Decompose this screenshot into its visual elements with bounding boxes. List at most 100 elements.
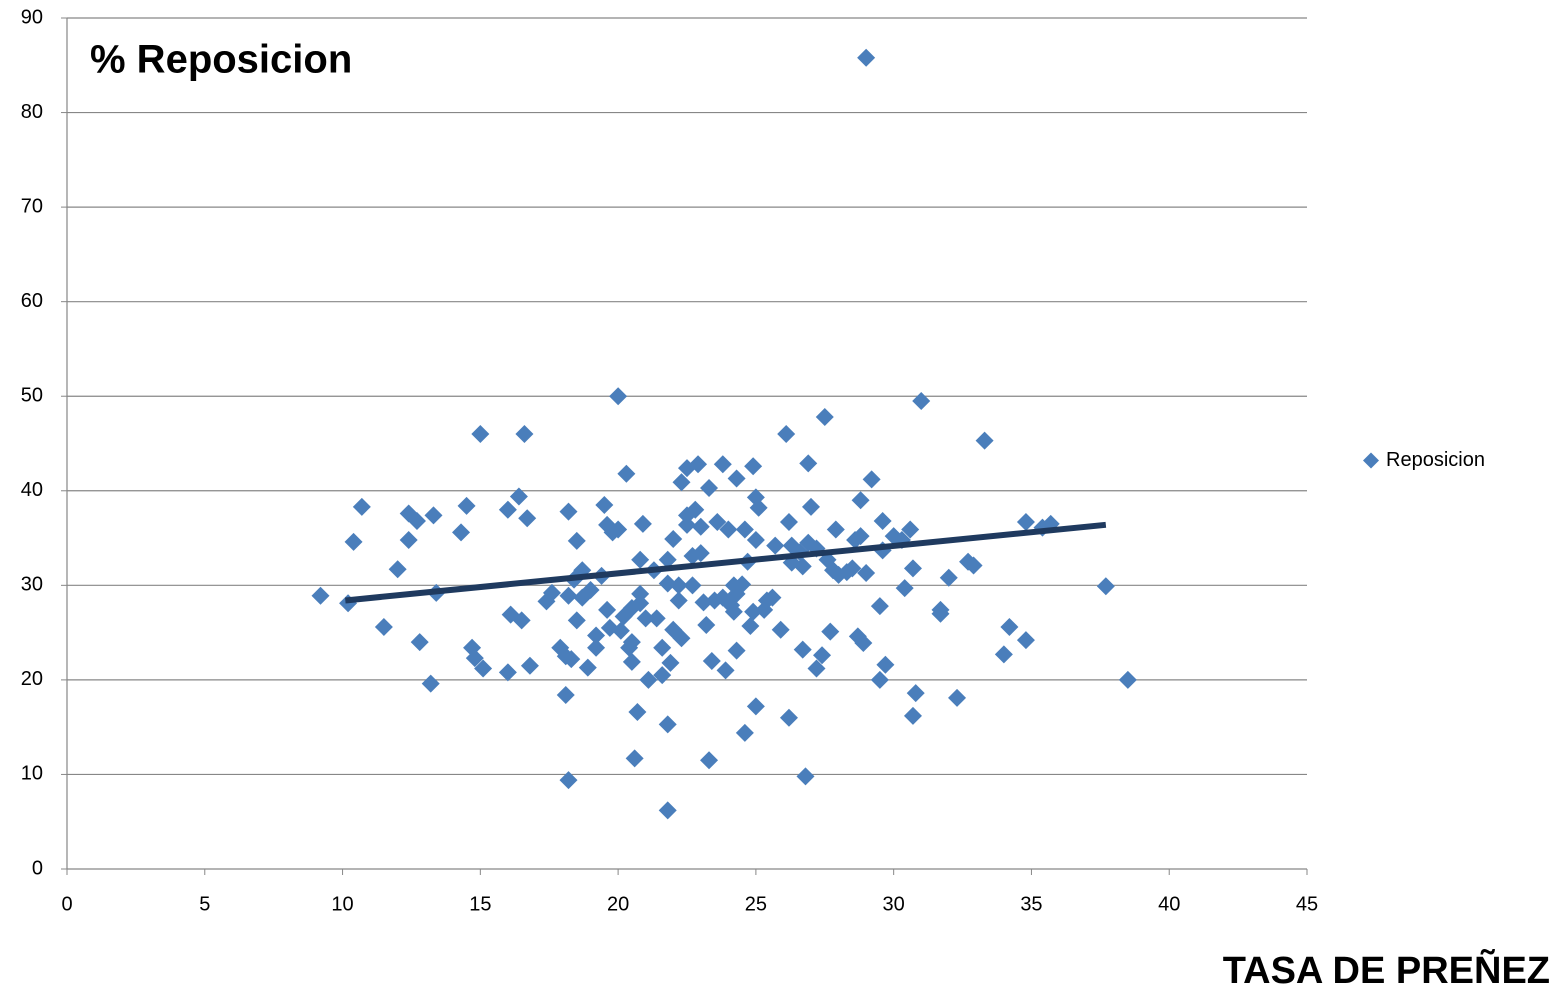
x-tick-label: 5: [199, 893, 210, 915]
data-point: [567, 531, 586, 550]
data-point: [617, 464, 636, 483]
data-point: [633, 514, 652, 533]
data-point: [639, 670, 658, 689]
data-point: [1118, 670, 1137, 689]
chart-title: % Reposicion: [90, 38, 352, 82]
data-point: [802, 497, 820, 516]
y-tick-label: 50: [21, 385, 43, 407]
data-point: [587, 626, 606, 645]
data-point: [352, 497, 371, 516]
data-point: [631, 584, 650, 603]
data-point: [749, 498, 768, 517]
legend-marker: [1363, 452, 1379, 469]
data-point: [719, 520, 738, 539]
data-point: [873, 512, 892, 531]
data-point: [672, 473, 691, 492]
x-axis-label: TASA DE PREÑEZ: [1223, 948, 1550, 992]
data-point: [994, 645, 1013, 664]
data-point: [796, 767, 815, 786]
data-point: [771, 620, 790, 639]
y-tick-label: 70: [21, 195, 43, 217]
data-point: [702, 651, 721, 670]
data-point: [501, 605, 520, 624]
data-point: [700, 751, 719, 770]
data-point: [815, 408, 834, 427]
data-point: [851, 491, 870, 510]
data-point: [542, 583, 561, 602]
data-point: [664, 530, 683, 549]
data-point: [903, 559, 922, 578]
data-point: [647, 609, 666, 628]
data-point: [713, 455, 732, 474]
data-point: [870, 597, 889, 616]
data-point: [724, 602, 743, 621]
data-point: [669, 576, 688, 595]
data-point: [744, 602, 763, 621]
data-point: [598, 600, 617, 619]
data-point: [388, 560, 407, 579]
data-point: [727, 641, 746, 660]
data-point: [658, 550, 677, 569]
y-tick-label: 10: [21, 763, 43, 785]
data-point: [1096, 577, 1115, 596]
data-point: [311, 586, 330, 605]
data-point: [694, 593, 713, 612]
data-point: [452, 523, 471, 542]
data-point: [471, 425, 490, 444]
data-point: [625, 749, 644, 768]
y-tick-label: 90: [21, 6, 43, 28]
data-point: [1000, 617, 1019, 636]
data-point: [578, 658, 597, 677]
data-point: [498, 663, 517, 682]
data-point: [609, 387, 628, 406]
data-point: [509, 487, 528, 506]
data-point: [678, 515, 696, 534]
data-point: [556, 686, 575, 705]
data-point: [658, 801, 677, 820]
data-point: [424, 506, 443, 525]
data-point: [763, 588, 782, 607]
y-tick-label: 40: [21, 479, 43, 501]
data-point: [689, 455, 708, 474]
x-tick-label: 45: [1296, 893, 1318, 915]
data-point: [678, 506, 696, 525]
data-point: [777, 425, 796, 444]
data-point: [1016, 512, 1035, 531]
y-tick-label: 20: [21, 668, 43, 690]
data-point: [939, 568, 958, 587]
data-point: [628, 703, 647, 722]
data-point: [410, 633, 429, 652]
trend-line: [345, 521, 1107, 604]
data-point: [512, 611, 531, 630]
x-tick-label: 10: [331, 893, 353, 915]
data-point: [708, 512, 727, 531]
data-point: [741, 616, 760, 635]
data-point: [931, 604, 950, 623]
data-point: [595, 495, 614, 514]
data-point: [727, 469, 746, 488]
data-point: [870, 670, 889, 689]
x-tick-label: 35: [1020, 893, 1042, 915]
x-tick-label: 25: [745, 893, 767, 915]
data-point: [407, 512, 426, 531]
data-point: [465, 649, 484, 668]
data-point: [686, 500, 705, 519]
data-point: [374, 617, 393, 636]
data-point: [672, 629, 691, 648]
data-point: [559, 771, 578, 790]
data-point: [843, 559, 862, 578]
data-point: [700, 478, 719, 497]
data-point: [975, 431, 994, 450]
data-point: [344, 532, 363, 551]
data-point: [912, 391, 931, 410]
data-point: [821, 622, 840, 641]
data-point: [691, 517, 710, 536]
data-point: [669, 591, 688, 610]
data-point: [895, 579, 914, 598]
data-point: [735, 723, 754, 742]
data-point: [813, 646, 832, 665]
data-point: [857, 48, 876, 67]
data-point: [746, 697, 765, 716]
data-point: [964, 556, 983, 575]
